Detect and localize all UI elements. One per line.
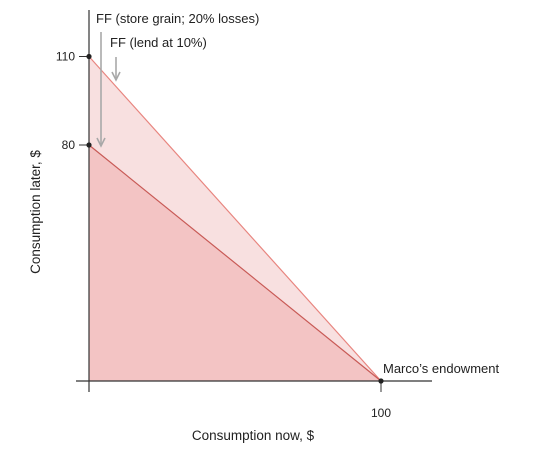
key-points: [86, 53, 384, 384]
axes: [76, 10, 432, 392]
arrow-store-grain-head: [96, 137, 106, 148]
label-lend: FF (lend at 10%): [110, 35, 207, 50]
arrow-lend-head: [111, 71, 121, 82]
y-tick-label-110: 110: [56, 50, 75, 64]
label-endowment: Marco’s endowment: [383, 361, 499, 376]
y-tick-label-80: 80: [62, 138, 76, 152]
y-axis-title: Consumption later, $: [28, 150, 43, 274]
label-store-grain: FF (store grain; 20% losses): [96, 11, 259, 26]
point-endowment: [378, 378, 384, 384]
tick-marks: 80 110 100: [56, 50, 391, 421]
line-lend: [88, 56, 382, 382]
line-store-grain: [88, 144, 382, 382]
x-tick-label-100: 100: [371, 406, 391, 420]
frontier-lines: [88, 56, 382, 382]
point-y-80: [86, 142, 92, 148]
label-arrows: [96, 32, 121, 148]
point-y-110: [86, 53, 92, 60]
x-axis-title: Consumption now, $: [192, 428, 315, 443]
